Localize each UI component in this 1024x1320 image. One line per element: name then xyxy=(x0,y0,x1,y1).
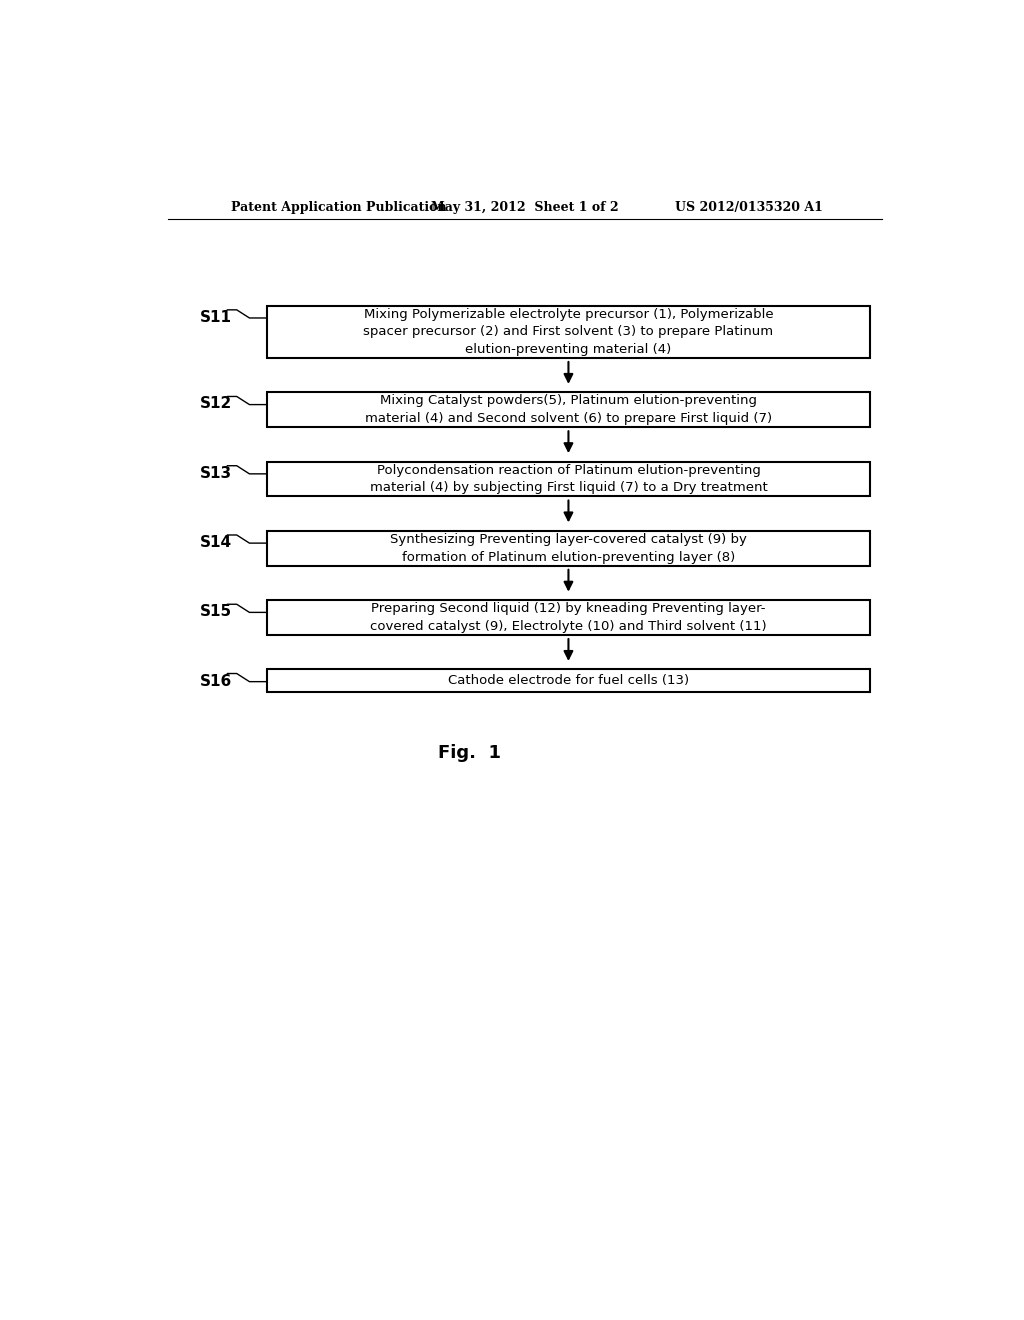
Bar xyxy=(267,462,870,496)
Text: Synthesizing Preventing layer-covered catalyst (9) by
formation of Platinum elut: Synthesizing Preventing layer-covered ca… xyxy=(390,533,746,564)
Text: US 2012/0135320 A1: US 2012/0135320 A1 xyxy=(675,201,822,214)
Bar xyxy=(267,601,870,635)
Bar xyxy=(267,669,870,692)
Text: Patent Application Publication: Patent Application Publication xyxy=(231,201,446,214)
Text: S13: S13 xyxy=(200,466,231,480)
Text: S11: S11 xyxy=(200,310,231,325)
Text: Cathode electrode for fuel cells (13): Cathode electrode for fuel cells (13) xyxy=(447,675,689,688)
Text: S15: S15 xyxy=(200,605,231,619)
Bar xyxy=(267,392,870,428)
Text: S14: S14 xyxy=(200,535,231,550)
Text: S12: S12 xyxy=(200,396,231,412)
Text: Fig.  1: Fig. 1 xyxy=(437,744,501,762)
Text: Polycondensation reaction of Platinum elution-preventing
material (4) by subject: Polycondensation reaction of Platinum el… xyxy=(370,463,767,494)
Text: Mixing Polymerizable electrolyte precursor (1), Polymerizable
spacer precursor (: Mixing Polymerizable electrolyte precurs… xyxy=(364,308,773,356)
Text: Mixing Catalyst powders(5), Platinum elution-preventing
material (4) and Second : Mixing Catalyst powders(5), Platinum elu… xyxy=(365,395,772,425)
Bar xyxy=(267,306,870,358)
Text: Preparing Second liquid (12) by kneading Preventing layer-
covered catalyst (9),: Preparing Second liquid (12) by kneading… xyxy=(370,602,767,632)
Text: May 31, 2012  Sheet 1 of 2: May 31, 2012 Sheet 1 of 2 xyxy=(431,201,618,214)
Bar xyxy=(267,531,870,566)
Text: S16: S16 xyxy=(200,673,231,689)
